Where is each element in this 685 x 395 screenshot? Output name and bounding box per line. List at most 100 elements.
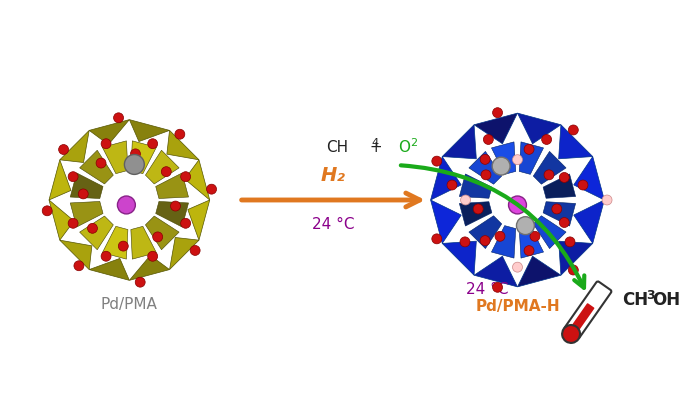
Circle shape xyxy=(569,125,578,135)
Text: CH: CH xyxy=(326,140,348,155)
Circle shape xyxy=(480,236,490,246)
Circle shape xyxy=(542,134,551,145)
Polygon shape xyxy=(443,241,476,275)
Polygon shape xyxy=(89,120,129,145)
Polygon shape xyxy=(534,151,566,184)
FancyArrowPatch shape xyxy=(401,166,584,288)
Circle shape xyxy=(181,218,190,228)
Circle shape xyxy=(562,325,580,343)
Circle shape xyxy=(512,262,523,272)
FancyBboxPatch shape xyxy=(564,281,612,339)
Circle shape xyxy=(148,139,158,149)
Polygon shape xyxy=(443,125,476,159)
Circle shape xyxy=(508,196,527,214)
Polygon shape xyxy=(79,150,113,184)
Circle shape xyxy=(481,170,491,180)
Polygon shape xyxy=(543,202,575,226)
Circle shape xyxy=(101,139,111,149)
Circle shape xyxy=(480,154,490,164)
Circle shape xyxy=(125,154,145,175)
Polygon shape xyxy=(574,200,604,243)
Text: CH: CH xyxy=(622,290,648,308)
Circle shape xyxy=(578,180,588,190)
Circle shape xyxy=(484,134,493,145)
Circle shape xyxy=(569,265,578,275)
Text: 24 °C: 24 °C xyxy=(312,217,355,232)
Polygon shape xyxy=(474,113,517,144)
Circle shape xyxy=(460,195,471,205)
Polygon shape xyxy=(431,156,461,200)
FancyBboxPatch shape xyxy=(569,303,595,334)
Polygon shape xyxy=(559,125,593,159)
Polygon shape xyxy=(71,173,103,199)
Circle shape xyxy=(565,237,575,247)
Circle shape xyxy=(175,129,185,139)
Polygon shape xyxy=(519,226,543,258)
Polygon shape xyxy=(60,130,89,162)
Circle shape xyxy=(190,245,200,256)
Polygon shape xyxy=(155,173,188,199)
Polygon shape xyxy=(517,113,561,144)
Polygon shape xyxy=(460,202,492,226)
Circle shape xyxy=(432,234,442,244)
Polygon shape xyxy=(131,226,156,259)
Circle shape xyxy=(495,231,505,241)
Polygon shape xyxy=(49,160,71,200)
Polygon shape xyxy=(431,200,461,243)
Circle shape xyxy=(544,170,554,180)
Circle shape xyxy=(117,196,136,214)
Polygon shape xyxy=(491,142,516,174)
Polygon shape xyxy=(519,142,543,174)
Text: H₂: H₂ xyxy=(321,166,346,185)
Circle shape xyxy=(460,237,470,247)
Circle shape xyxy=(516,217,534,235)
Polygon shape xyxy=(469,151,501,184)
Polygon shape xyxy=(460,174,492,198)
Circle shape xyxy=(473,204,483,214)
Circle shape xyxy=(68,218,78,228)
Circle shape xyxy=(114,113,123,123)
Circle shape xyxy=(101,251,111,261)
Circle shape xyxy=(181,172,190,182)
Polygon shape xyxy=(534,216,566,248)
Polygon shape xyxy=(185,160,210,200)
Circle shape xyxy=(524,246,534,256)
Polygon shape xyxy=(102,141,128,174)
Polygon shape xyxy=(469,216,501,248)
Polygon shape xyxy=(170,237,199,269)
Text: Pd/PMA-H: Pd/PMA-H xyxy=(475,299,560,314)
Circle shape xyxy=(602,195,612,205)
Circle shape xyxy=(96,158,106,168)
Polygon shape xyxy=(102,226,128,259)
Circle shape xyxy=(130,149,140,159)
Polygon shape xyxy=(155,201,188,227)
Polygon shape xyxy=(145,150,179,184)
Polygon shape xyxy=(517,256,561,287)
Polygon shape xyxy=(79,216,113,250)
Circle shape xyxy=(74,261,84,271)
Circle shape xyxy=(493,282,503,292)
Polygon shape xyxy=(71,201,103,227)
Circle shape xyxy=(171,201,180,211)
Text: +: + xyxy=(365,140,388,155)
Polygon shape xyxy=(559,241,593,275)
Text: 4: 4 xyxy=(371,138,378,148)
Circle shape xyxy=(560,173,569,182)
Circle shape xyxy=(560,218,569,228)
Circle shape xyxy=(135,277,145,287)
Polygon shape xyxy=(543,174,575,198)
Circle shape xyxy=(447,180,457,190)
Circle shape xyxy=(78,189,88,199)
Polygon shape xyxy=(129,120,170,141)
Text: 24 °C: 24 °C xyxy=(466,282,509,297)
Circle shape xyxy=(552,204,562,214)
Polygon shape xyxy=(129,255,170,280)
Polygon shape xyxy=(491,226,516,258)
Text: OH: OH xyxy=(652,290,680,308)
Polygon shape xyxy=(188,200,210,240)
Circle shape xyxy=(42,206,52,216)
Polygon shape xyxy=(474,256,517,287)
Circle shape xyxy=(512,155,523,165)
Circle shape xyxy=(432,156,442,166)
Polygon shape xyxy=(60,240,92,269)
